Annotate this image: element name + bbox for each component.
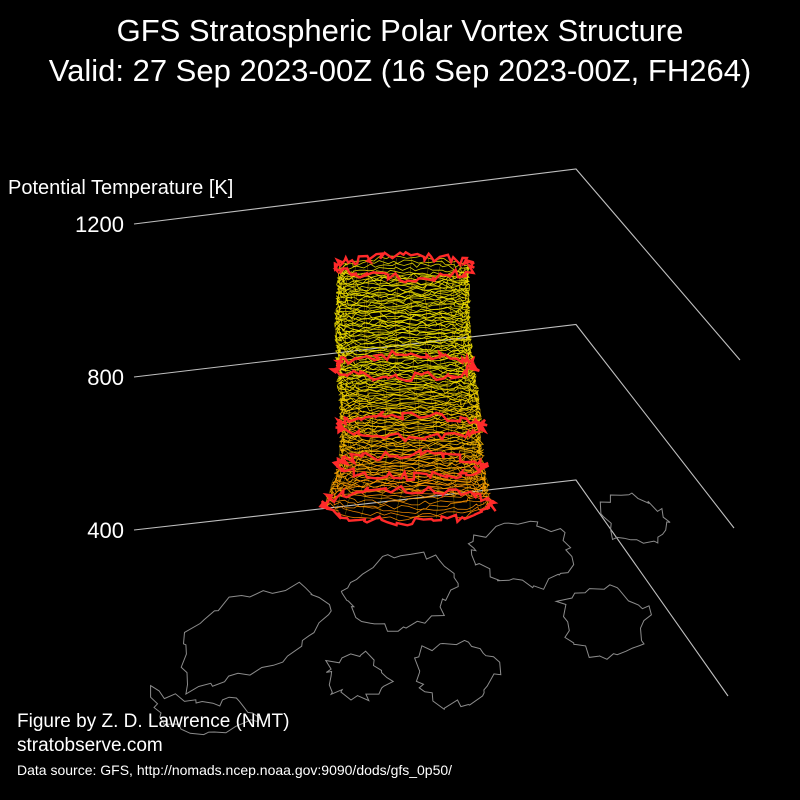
axes-frame	[133, 168, 741, 697]
coastline-5	[413, 639, 502, 711]
polar-vortex-isosurface	[318, 250, 499, 527]
vortex-layer-52	[334, 314, 472, 337]
coastline-2	[467, 520, 575, 590]
vortex-strand-2	[458, 271, 482, 512]
coastline-1	[340, 551, 459, 632]
vortex-strand-21	[423, 258, 439, 492]
vortex-layer-49	[334, 324, 472, 348]
vortex-strand-20	[409, 258, 420, 492]
vortex-strand-23	[449, 260, 470, 496]
vortex-edge-1100	[332, 250, 476, 284]
coastline-6	[599, 492, 671, 544]
vortex-strand-8	[378, 275, 388, 519]
vortex-layer-61	[336, 283, 470, 307]
coastline-4	[150, 684, 261, 736]
vortex-strand-13	[324, 266, 344, 506]
figure-credit: Figure by Z. D. Lawrence (NMT)	[17, 711, 290, 732]
data-source-credit: Data source: GFS, http://nomads.ncep.noa…	[17, 762, 453, 778]
vortex-edge-600	[331, 448, 490, 482]
vortex-layer-28	[339, 397, 481, 421]
vortex-edge-700	[334, 410, 489, 443]
vortex-layer-33	[338, 379, 479, 403]
vortex-layer-54	[334, 307, 471, 330]
vortex-layer-24	[339, 410, 481, 434]
z-axis-label: Potential Temperature [K]	[8, 177, 233, 199]
vortex-layer-2	[325, 482, 493, 514]
coastline-0	[180, 581, 332, 695]
vortex-layer-36	[335, 369, 477, 391]
grid-plane-1200	[133, 168, 741, 361]
grid-plane-800	[133, 323, 735, 529]
website-credit[interactable]: stratobserve.com	[17, 735, 163, 756]
vortex-layer-20	[339, 425, 481, 448]
chart-title: GFS Stratospheric Polar Vortex Structure	[116, 13, 684, 48]
vortex-layer-32	[338, 383, 479, 407]
coastline-7	[324, 650, 395, 702]
vortex-layer-44	[335, 343, 472, 365]
axis-labels: Potential Temperature [K] 1200 800 400	[8, 177, 233, 543]
vortex-strand-22	[438, 259, 456, 494]
z-tick-label-400: 400	[87, 518, 124, 543]
vortex-strand-16	[348, 260, 360, 496]
coastline-map	[150, 492, 671, 736]
vortex-layer-10	[335, 459, 487, 484]
vortex-layer-60	[335, 286, 470, 309]
coastline-3	[554, 584, 652, 660]
z-tick-label-800: 800	[87, 365, 124, 390]
vortex-layer-66	[336, 266, 470, 289]
vortex-layer-59	[335, 290, 472, 314]
vortex-strand-19	[392, 258, 404, 492]
vortex-layer-48	[335, 328, 471, 351]
vortex-strand-15	[334, 262, 351, 499]
grid-plane-400	[133, 479, 729, 697]
vortex-edge-850	[328, 348, 480, 383]
chart-subtitle: Valid: 27 Sep 2023-00Z (16 Sep 2023-00Z,…	[48, 53, 752, 88]
vortex-edge-500	[318, 484, 499, 527]
vortex-layer-63	[336, 275, 470, 300]
vortex-layer-56	[336, 300, 471, 324]
vortex-layer-26	[339, 404, 482, 427]
vortex-layer-42	[334, 348, 474, 372]
vortex-layer-51	[335, 317, 471, 340]
z-tick-label-1200: 1200	[75, 212, 124, 237]
vortex-layer-50	[336, 321, 472, 345]
